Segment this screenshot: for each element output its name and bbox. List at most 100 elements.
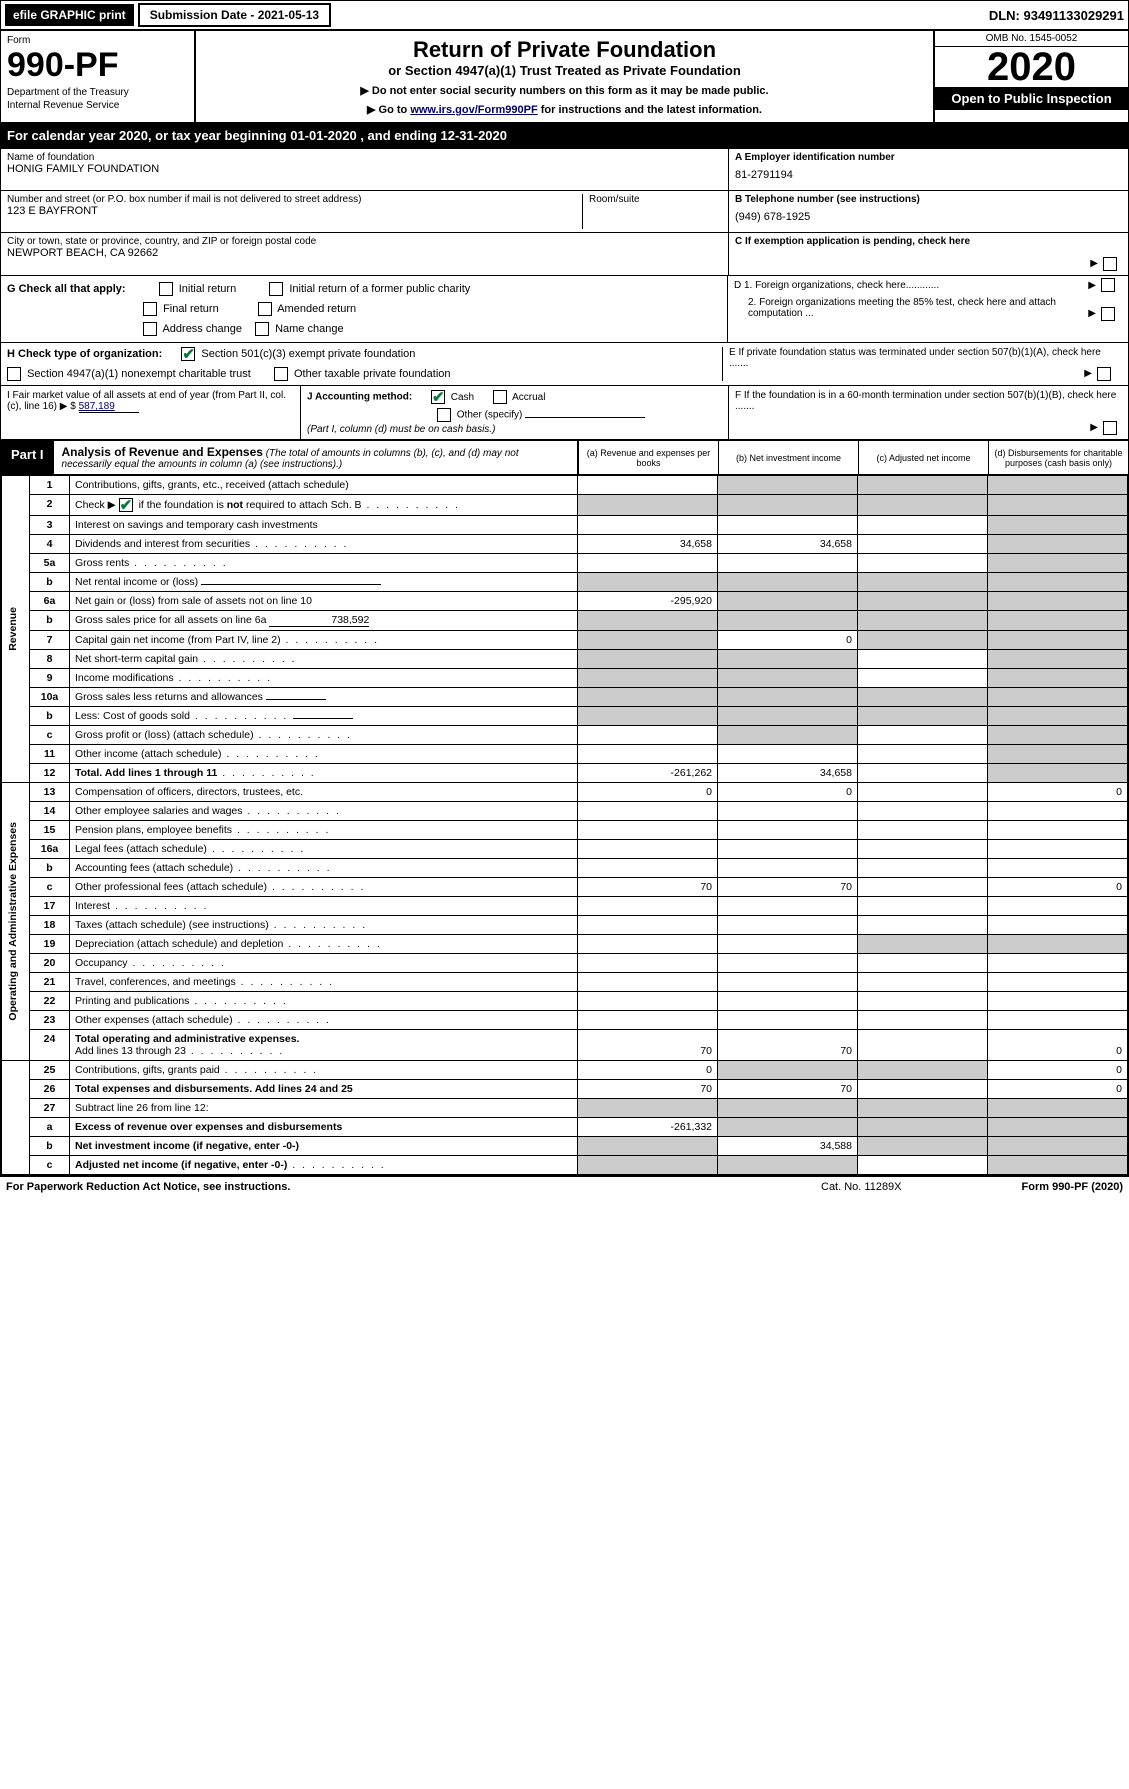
table-row: Revenue 1Contributions, gifts, grants, e… xyxy=(2,476,1128,495)
table-row: 6aNet gain or (loss) from sale of assets… xyxy=(2,592,1128,611)
accrual-check[interactable] xyxy=(493,390,507,404)
c-checkbox[interactable] xyxy=(1103,257,1117,271)
phone-value: (949) 678-1925 xyxy=(735,211,1122,223)
col-c-header: (c) Adjusted net income xyxy=(858,441,988,474)
name-change-check[interactable] xyxy=(255,322,269,336)
addr-change-label: Address change xyxy=(162,323,242,335)
g-d-row: G Check all that apply: Initial return I… xyxy=(1,276,1128,342)
initial-former-check[interactable] xyxy=(269,282,283,296)
table-row: cOther professional fees (attach schedul… xyxy=(2,878,1128,897)
table-row: 2Check ▶ if the foundation is not requir… xyxy=(2,495,1128,516)
cash-label: Cash xyxy=(451,392,474,403)
line3-desc: Interest on savings and temporary cash i… xyxy=(70,516,578,535)
line2-desc: Check ▶ if the foundation is not require… xyxy=(70,495,578,516)
table-row: bNet investment income (if negative, ent… xyxy=(2,1137,1128,1156)
line26-desc: Total expenses and disbursements. Add li… xyxy=(70,1080,578,1099)
phone-cell: B Telephone number (see instructions) (9… xyxy=(729,191,1128,233)
table-row: 10aGross sales less returns and allowanc… xyxy=(2,688,1128,707)
line14-desc: Other employee salaries and wages xyxy=(70,802,578,821)
d1-checkbox[interactable] xyxy=(1101,278,1115,292)
line27c-desc: Adjusted net income (if negative, enter … xyxy=(70,1156,578,1175)
room-label: Room/suite xyxy=(582,194,722,229)
line10b-desc: Less: Cost of goods sold xyxy=(70,707,578,726)
info-left: Name of foundation HONIG FAMILY FOUNDATI… xyxy=(1,149,728,275)
d2-checkbox[interactable] xyxy=(1101,307,1115,321)
line10c-desc: Gross profit or (loss) (attach schedule) xyxy=(70,726,578,745)
efile-print-button[interactable]: efile GRAPHIC print xyxy=(5,4,134,26)
table-row: 5aGross rents xyxy=(2,554,1128,573)
line12-desc: Total. Add lines 1 through 11 xyxy=(70,764,578,783)
other-taxable-label: Other taxable private foundation xyxy=(294,368,451,380)
addr-change-check[interactable] xyxy=(143,322,157,336)
line16c-b: 70 xyxy=(718,878,858,897)
line25-a: 0 xyxy=(578,1061,718,1080)
instr-link: ▶ Go to www.irs.gov/Form990PF for instru… xyxy=(206,103,923,116)
initial-former-label: Initial return of a former public charit… xyxy=(289,283,470,295)
j-box: J Accounting method: Cash Accrual Other … xyxy=(301,386,728,439)
other-method-check[interactable] xyxy=(437,408,451,422)
part1-desc: Analysis of Revenue and Expenses (The to… xyxy=(54,441,578,474)
line24-a: 70 xyxy=(578,1030,718,1061)
line26-d: 0 xyxy=(988,1080,1128,1099)
year-box: OMB No. 1545-0052 2020 Open to Public In… xyxy=(933,31,1128,122)
table-row: 24Total operating and administrative exp… xyxy=(2,1030,1128,1061)
final-return-label: Final return xyxy=(163,303,219,315)
line15-desc: Pension plans, employee benefits xyxy=(70,821,578,840)
other-taxable-check[interactable] xyxy=(274,367,288,381)
name-label: Name of foundation xyxy=(7,152,722,163)
f-checkbox[interactable] xyxy=(1103,421,1117,435)
line4-a: 34,658 xyxy=(578,535,718,554)
e-checkbox[interactable] xyxy=(1097,367,1111,381)
line24-desc: Total operating and administrative expen… xyxy=(70,1030,578,1061)
c-label: C If exemption application is pending, c… xyxy=(735,236,970,247)
pra-notice: For Paperwork Reduction Act Notice, see … xyxy=(6,1181,290,1193)
instr-ssn: ▶ Do not enter social security numbers o… xyxy=(206,84,923,97)
table-row: aExcess of revenue over expenses and dis… xyxy=(2,1118,1128,1137)
line6b-val: 738,592 xyxy=(269,614,369,627)
table-row: bAccounting fees (attach schedule) xyxy=(2,859,1128,878)
exemption-cell: C If exemption application is pending, c… xyxy=(729,233,1128,275)
line23-desc: Other expenses (attach schedule) xyxy=(70,1011,578,1030)
form-title: Return of Private Foundation xyxy=(206,37,923,63)
line18-desc: Taxes (attach schedule) (see instruction… xyxy=(70,916,578,935)
f-box: F If the foundation is in a 60-month ter… xyxy=(728,386,1128,439)
calendar-year-row: For calendar year 2020, or tax year begi… xyxy=(1,124,1128,149)
header-row: Form 990-PF Department of the Treasury I… xyxy=(1,31,1128,124)
4947-check[interactable] xyxy=(7,367,21,381)
irs-link[interactable]: www.irs.gov/Form990PF xyxy=(410,104,537,116)
ein-value: 81-2791194 xyxy=(735,169,1122,181)
line5a-desc: Gross rents xyxy=(70,554,578,573)
form-box: Form 990-PF Department of the Treasury I… xyxy=(1,31,196,122)
cash-check[interactable] xyxy=(431,390,445,404)
line7-desc: Capital gain net income (from Part IV, l… xyxy=(70,631,578,650)
line21-desc: Travel, conferences, and meetings xyxy=(70,973,578,992)
4947-label: Section 4947(a)(1) nonexempt charitable … xyxy=(27,368,251,380)
h-e-row: H Check type of organization: Section 50… xyxy=(1,342,1128,385)
line26-b: 70 xyxy=(718,1080,858,1099)
fmv-value[interactable]: 587,189 xyxy=(79,401,139,413)
amended-return-check[interactable] xyxy=(258,302,272,316)
accrual-label: Accrual xyxy=(512,392,545,403)
table-row: 7Capital gain net income (from Part IV, … xyxy=(2,631,1128,650)
line22-desc: Printing and publications xyxy=(70,992,578,1011)
ij-row: I Fair market value of all assets at end… xyxy=(1,385,1128,439)
table-row: 17Interest xyxy=(2,897,1128,916)
final-return-check[interactable] xyxy=(143,302,157,316)
d1-label: D 1. Foreign organizations, check here..… xyxy=(734,280,939,291)
instr-post: for instructions and the latest informat… xyxy=(538,104,762,116)
line12-a: -261,262 xyxy=(578,764,718,783)
line16c-a: 70 xyxy=(578,878,718,897)
initial-return-check[interactable] xyxy=(159,282,173,296)
line16c-desc: Other professional fees (attach schedule… xyxy=(70,878,578,897)
city-cell: City or town, state or province, country… xyxy=(1,233,728,275)
info-row: Name of foundation HONIG FAMILY FOUNDATI… xyxy=(1,149,1128,276)
sch-b-check[interactable] xyxy=(119,498,133,512)
line16c-d: 0 xyxy=(988,878,1128,897)
501c3-check[interactable] xyxy=(181,347,195,361)
part1-title: Analysis of Revenue and Expenses xyxy=(62,445,263,459)
opex-section-label: Operating and Administrative Expenses xyxy=(2,783,30,1061)
i-box: I Fair market value of all assets at end… xyxy=(1,386,301,439)
table-row: 26Total expenses and disbursements. Add … xyxy=(2,1080,1128,1099)
d2-label: 2. Foreign organizations meeting the 85%… xyxy=(748,297,1056,319)
street-address: 123 E BAYFRONT xyxy=(7,205,582,217)
